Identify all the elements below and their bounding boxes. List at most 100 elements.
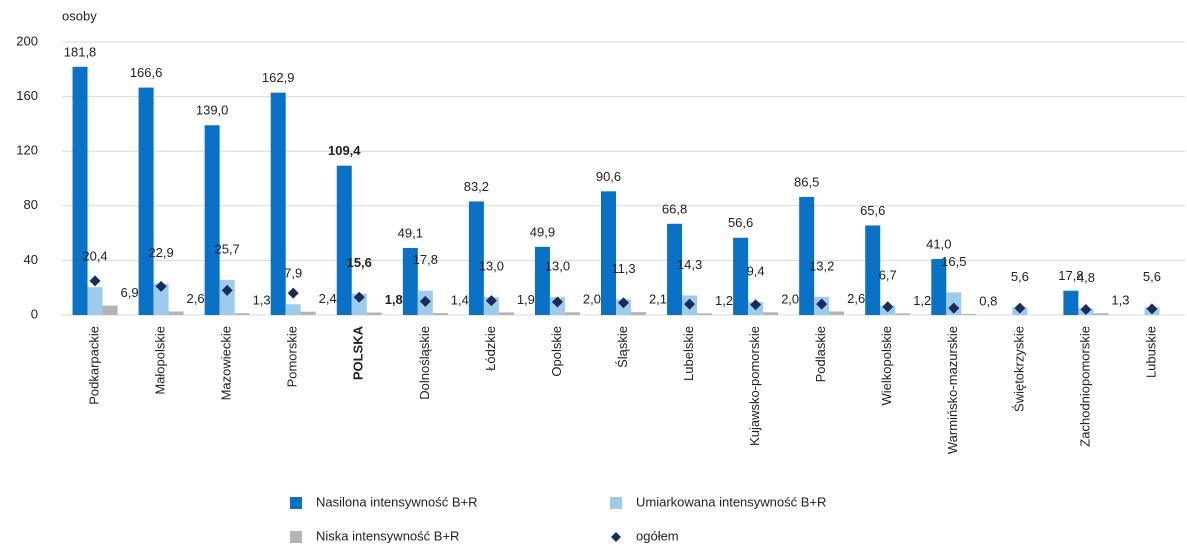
value-label: 13,0 xyxy=(479,259,504,274)
x-tick-label: Opolskie xyxy=(549,326,564,377)
value-label: 90,6 xyxy=(596,169,621,184)
bar xyxy=(865,225,881,315)
bar xyxy=(102,305,118,315)
value-label: 13,2 xyxy=(809,258,834,273)
value-label: 139,0 xyxy=(196,103,229,118)
value-label: 49,1 xyxy=(398,225,423,240)
x-tick-label: Śląskie xyxy=(615,326,630,368)
diamond-marker xyxy=(1080,304,1092,316)
diamond-marker xyxy=(221,284,233,296)
y-tick-label: 40 xyxy=(24,252,38,267)
bar xyxy=(895,313,911,315)
x-tick-label: Łódzkie xyxy=(483,326,498,371)
x-tick-label: Lubelskie xyxy=(681,326,696,381)
value-label: 2,6 xyxy=(187,291,205,306)
value-label: 49,9 xyxy=(530,224,555,239)
value-label: 166,6 xyxy=(130,65,163,80)
bar xyxy=(763,312,779,315)
x-tick-label: Zachodniopomorskie xyxy=(1077,326,1092,447)
bar xyxy=(931,259,947,315)
diamond-marker xyxy=(485,295,497,307)
bar xyxy=(667,223,683,315)
diamond-marker xyxy=(882,301,894,313)
bar xyxy=(153,283,169,315)
value-label: 15,6 xyxy=(347,255,372,270)
bar xyxy=(366,312,382,315)
value-label: 2,1 xyxy=(649,292,667,307)
value-label: 6,9 xyxy=(120,285,138,300)
value-label: 1,3 xyxy=(1111,293,1129,308)
value-label: 9,4 xyxy=(747,264,765,279)
x-tick-label: Podkarpackie xyxy=(86,326,101,405)
value-label: 6,7 xyxy=(879,267,897,282)
bar xyxy=(601,191,616,315)
value-label: 7,9 xyxy=(284,266,302,281)
value-label: 2,6 xyxy=(847,291,865,306)
diamond-marker xyxy=(353,291,365,303)
diamond-marker xyxy=(551,296,563,308)
legend-label: ogółem xyxy=(636,528,679,543)
bar xyxy=(234,313,250,315)
x-tick-label: Świętokrzyskie xyxy=(1011,326,1026,412)
bar xyxy=(468,201,484,315)
value-label: 20,4 xyxy=(82,249,107,264)
y-tick-label: 160 xyxy=(16,88,38,103)
y-tick-label: 80 xyxy=(24,197,38,212)
value-label: 1,9 xyxy=(517,292,535,307)
y-axis-label: osoby xyxy=(62,8,97,23)
y-tick-label: 120 xyxy=(16,143,38,158)
value-label: 5,6 xyxy=(1011,269,1029,284)
bar xyxy=(168,311,184,315)
bar xyxy=(72,66,88,315)
value-label: 1,2 xyxy=(715,293,733,308)
value-label: 25,7 xyxy=(214,241,239,256)
value-label: 162,9 xyxy=(262,70,295,85)
value-label: 83,2 xyxy=(464,179,489,194)
x-tick-label: Wielkopolskie xyxy=(879,326,894,405)
y-tick-label: 200 xyxy=(16,33,38,48)
bar xyxy=(829,311,845,315)
value-label: 1,4 xyxy=(451,293,469,308)
x-tick-label: Pomorskie xyxy=(285,326,300,387)
legend-label: Nasilona intensywność B+R xyxy=(316,494,478,509)
legend-swatch xyxy=(290,531,302,543)
bar xyxy=(631,312,646,315)
diamond-marker xyxy=(419,295,431,307)
x-tick-label: Podlaskie xyxy=(813,326,828,382)
bar xyxy=(498,312,514,315)
legend-label: Niska intensywność B+R xyxy=(316,528,459,543)
diamond-marker xyxy=(816,298,828,310)
diamond-marker xyxy=(155,280,167,292)
bar xyxy=(1063,290,1079,315)
diamond-marker xyxy=(287,287,299,299)
value-label: 65,6 xyxy=(860,203,885,218)
legend-marker xyxy=(611,532,621,542)
diamond-marker xyxy=(948,302,960,314)
x-tick-label: Małopolskie xyxy=(153,326,168,395)
value-label: 0,8 xyxy=(979,293,997,308)
value-label: 56,6 xyxy=(728,215,753,230)
x-tick-label: Mazowieckie xyxy=(219,326,234,400)
x-tick-label: Dolnośląskie xyxy=(417,326,432,400)
value-label: 2,0 xyxy=(583,292,601,307)
x-tick-label: Kujawsko-pomorskie xyxy=(747,326,762,446)
bar xyxy=(697,313,713,315)
value-label: 16,5 xyxy=(941,254,966,269)
value-label: 66,8 xyxy=(662,201,687,216)
value-label: 22,9 xyxy=(148,245,173,260)
diamond-marker xyxy=(1014,302,1026,314)
bar xyxy=(1093,313,1109,315)
bar xyxy=(270,92,286,315)
diamond-marker xyxy=(1146,303,1158,315)
bar xyxy=(204,125,220,315)
bar xyxy=(351,293,367,315)
value-label: 5,6 xyxy=(1143,269,1161,284)
diamond-marker xyxy=(750,299,762,311)
legend-label: Umiarkowana intensywność B+R xyxy=(636,494,826,509)
legend-swatch xyxy=(610,497,622,509)
bar xyxy=(138,87,154,315)
value-label: 1,3 xyxy=(253,293,271,308)
value-label: 86,5 xyxy=(794,174,819,189)
value-label: 14,3 xyxy=(677,257,702,272)
